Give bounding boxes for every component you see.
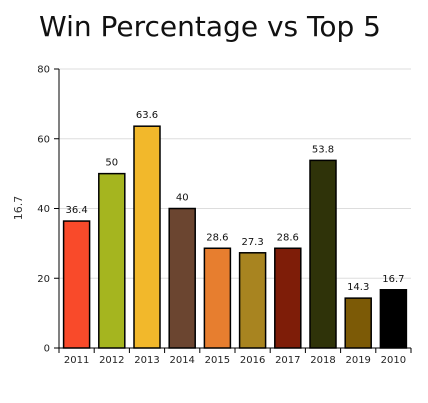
bar-2011 [62, 220, 91, 349]
x-tick-label-2019: 2019 [345, 355, 370, 366]
x-tick-label-2014: 2014 [169, 355, 194, 366]
value-label-2013: 63.6 [136, 110, 158, 121]
x-tick-label-2016: 2016 [240, 355, 265, 366]
x-tick-label-2011: 2011 [64, 355, 89, 366]
y-tick-label: 0 [44, 344, 50, 355]
x-tick-label-2013: 2013 [134, 355, 159, 366]
bar-2012 [98, 172, 126, 349]
bar-2014 [168, 207, 196, 349]
bar-2013 [133, 125, 161, 349]
y-tick-label: 60 [37, 134, 50, 145]
bars [62, 125, 408, 349]
bar-2016 [238, 252, 267, 349]
value-label-2011: 36.4 [65, 205, 87, 216]
y-tick-label: 80 [37, 65, 50, 76]
value-label-2014: 40 [176, 193, 189, 204]
x-tick-label-2015: 2015 [205, 355, 230, 366]
x-axis-ticks: 2011 2012 2013 2014 2015 2016 2017 2018 2019 2010 [58, 348, 412, 366]
x-tick-label-2018: 2018 [310, 355, 335, 366]
bar-2010 [379, 289, 408, 349]
chart-title: Win Percentage vs Top 5 [39, 10, 381, 43]
x-tick-label-2017: 2017 [275, 355, 300, 366]
value-label-2019: 14.3 [347, 282, 369, 293]
value-label-2012: 50 [105, 158, 118, 169]
bar-2018 [309, 159, 337, 349]
y-tick-label: 20 [37, 274, 50, 285]
value-label-2017: 28.6 [277, 232, 299, 243]
x-tick-label-2010: 2010 [381, 355, 406, 366]
bar-2019 [344, 297, 372, 349]
bar-2015 [203, 247, 232, 349]
value-label-2010: 16.7 [382, 274, 404, 285]
x-tick-label-2012: 2012 [99, 355, 124, 366]
bar-2017 [274, 247, 302, 349]
value-label-2018: 53.8 [312, 144, 334, 155]
value-labels: 36.4 50 63.6 40 28.6 27.3 28.6 53.8 14.3 16.7 [65, 110, 404, 293]
value-label-2016: 27.3 [241, 237, 263, 248]
y-axis-label: 16.7 [12, 196, 25, 221]
value-label-2015: 28.6 [206, 232, 228, 243]
y-tick-label: 40 [37, 204, 50, 215]
y-axis-ticks: 0 20 40 60 80 [37, 65, 59, 355]
